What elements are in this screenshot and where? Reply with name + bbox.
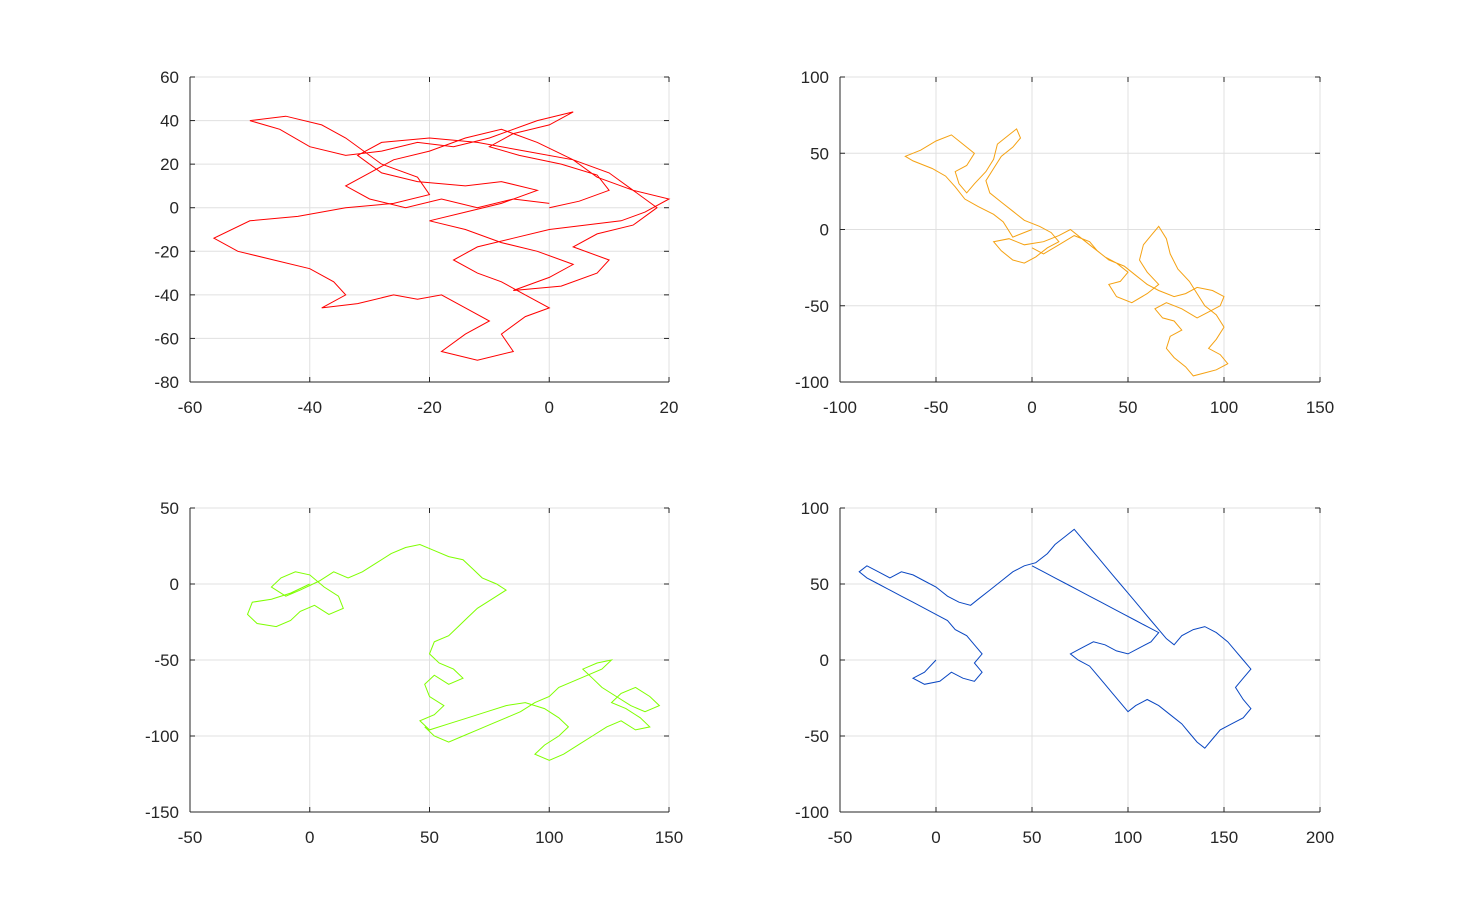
- y-tick-label: 40: [160, 112, 179, 131]
- y-tick-label: 0: [170, 199, 179, 218]
- x-tick-label: -40: [297, 398, 322, 417]
- subplot-1: -60 -40 -20 0 20 -80 -60 -40 -20 0 20 40 60: [154, 68, 678, 417]
- y-tick-label: 0: [170, 575, 179, 594]
- y-tick-label: -80: [154, 373, 179, 392]
- x-tick-label: -50: [178, 828, 203, 847]
- x-tick-label: 0: [931, 828, 940, 847]
- y-tick-label: -60: [154, 329, 179, 348]
- series-line: [212, 111, 671, 361]
- x-tick-label: -20: [417, 398, 442, 417]
- y-tick-label: -150: [145, 803, 179, 822]
- y-tick-label: 0: [820, 651, 829, 670]
- x-tick-label: 0: [545, 398, 554, 417]
- series-line: [246, 543, 661, 761]
- x-tick-label: -50: [924, 398, 949, 417]
- y-tick-label: 50: [160, 499, 179, 518]
- y-tick-label: -100: [795, 803, 829, 822]
- x-tick-label: 150: [1306, 398, 1334, 417]
- y-tick-label: 50: [810, 144, 829, 163]
- x-tick-label: -100: [823, 398, 857, 417]
- subplot-2: -100 -50 0 50 100 150 -100 -50 0 50 100: [795, 68, 1334, 417]
- subplot-4: -50 0 50 100 150 200 -100 -50 0 50 100: [795, 499, 1334, 847]
- x-tick-label: 20: [660, 398, 679, 417]
- y-tick-label: 50: [810, 575, 829, 594]
- x-tick-label: -50: [828, 828, 853, 847]
- y-tick-label: -40: [154, 286, 179, 305]
- x-tick-label: 50: [1119, 398, 1138, 417]
- x-tick-label: -60: [178, 398, 203, 417]
- x-tick-label: 0: [1027, 398, 1036, 417]
- y-tick-label: 60: [160, 68, 179, 87]
- y-tick-label: 20: [160, 155, 179, 174]
- x-tick-label: 150: [655, 828, 683, 847]
- x-tick-label: 50: [1023, 828, 1042, 847]
- y-tick-label: -100: [795, 373, 829, 392]
- x-tick-label: 200: [1306, 828, 1334, 847]
- x-tick-label: 150: [1210, 828, 1238, 847]
- y-tick-label: 100: [801, 68, 829, 87]
- y-tick-label: -50: [804, 297, 829, 316]
- x-tick-label: 50: [420, 828, 439, 847]
- x-tick-label: 100: [1114, 828, 1142, 847]
- y-tick-label: -50: [154, 651, 179, 670]
- y-tick-label: 100: [801, 499, 829, 518]
- subplot-3: -50 0 50 100 150 -150 -100 -50 0 50: [145, 499, 683, 847]
- y-tick-label: -20: [154, 242, 179, 261]
- x-tick-label: 0: [305, 828, 314, 847]
- x-tick-label: 100: [1210, 398, 1238, 417]
- y-tick-label: -100: [145, 727, 179, 746]
- series-line: [904, 128, 1229, 377]
- series-line: [858, 528, 1252, 749]
- y-tick-label: -50: [804, 727, 829, 746]
- y-tick-label: 0: [820, 221, 829, 240]
- x-tick-label: 100: [535, 828, 563, 847]
